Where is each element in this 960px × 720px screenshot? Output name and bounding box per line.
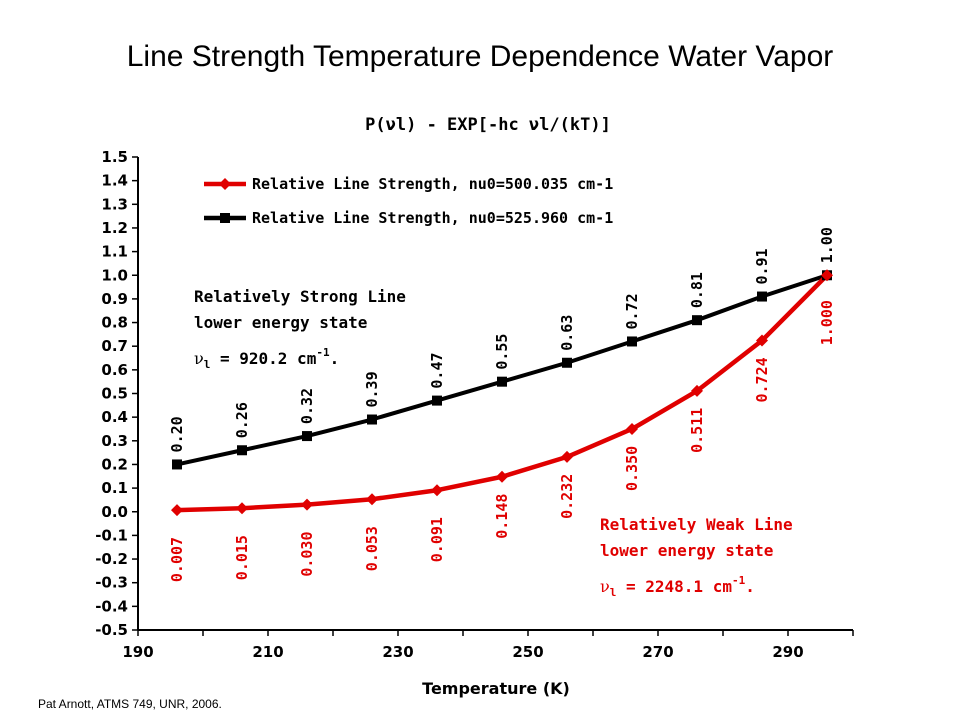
data-point bbox=[366, 493, 378, 506]
data-label: 0.63 bbox=[558, 315, 576, 351]
annotation-weak-line: Relatively Weak Line lower energy state νl… bbox=[600, 515, 793, 599]
y-tick-labels: 1.5 1.4 1.3 1.2 1.1 1.0 0.9 0.8 0.7 0.6 0.5 0.4 0.3 0… bbox=[95, 148, 128, 639]
y-tick-label: 0.4 bbox=[101, 408, 128, 426]
y-tick-label: -0.2 bbox=[95, 550, 128, 568]
y-tick-label: 0.6 bbox=[101, 361, 128, 379]
y-tick-label: -0.1 bbox=[95, 526, 128, 544]
legend-marker bbox=[220, 213, 230, 223]
data-point bbox=[431, 484, 443, 497]
data-point bbox=[626, 422, 638, 435]
data-point bbox=[496, 470, 508, 483]
y-tick-label: 0.8 bbox=[101, 314, 128, 332]
data-label: 0.32 bbox=[298, 388, 316, 424]
y-tick-label: 0.9 bbox=[101, 290, 128, 308]
data-point bbox=[562, 357, 572, 368]
data-label: 0.26 bbox=[233, 402, 251, 438]
legend-label: Relative Line Strength, nu0=500.035 cm-1 bbox=[252, 175, 613, 193]
footer-credit: Pat Arnott, ATMS 749, UNR, 2006. bbox=[38, 697, 222, 711]
data-point bbox=[561, 450, 573, 463]
x-tick-label: 190 bbox=[122, 643, 153, 661]
data-label: 0.053 bbox=[363, 526, 381, 571]
data-labels: 0.20 0.007 0.26 0.015 0.32 0.030 0.39 0.053 0.47… bbox=[168, 227, 836, 582]
data-point bbox=[171, 504, 183, 517]
x-tick-label: 250 bbox=[512, 643, 543, 661]
series-markers bbox=[171, 269, 833, 517]
data-label: 0.47 bbox=[428, 352, 446, 388]
data-label: 1.000 bbox=[818, 300, 836, 345]
annotation-line-1: Relatively Weak Line bbox=[600, 515, 793, 534]
x-tick-label: 210 bbox=[252, 643, 283, 661]
y-tick-label: 0.5 bbox=[101, 385, 128, 403]
legend-marker bbox=[219, 178, 231, 190]
data-point bbox=[692, 315, 702, 326]
x-tick-labels: 190 210 230 250 270 290 bbox=[122, 643, 803, 661]
chart-subtitle: P(νl) - EXP[-hc νl/(kT)] bbox=[365, 115, 611, 135]
data-label: 0.350 bbox=[623, 446, 641, 491]
y-tick-label: 0.1 bbox=[101, 479, 128, 497]
slide-title: Line Strength Temperature Dependence Wat… bbox=[126, 40, 834, 73]
data-label: 0.81 bbox=[688, 272, 706, 308]
x-tick-label: 270 bbox=[642, 643, 673, 661]
y-tick-label: -0.4 bbox=[95, 597, 128, 615]
annotation-line-2: lower energy state bbox=[600, 541, 773, 560]
data-label: 0.030 bbox=[298, 531, 316, 576]
y-tick-label: 1.1 bbox=[101, 243, 128, 261]
data-label: 0.724 bbox=[753, 357, 771, 402]
data-label: 1.00 bbox=[818, 227, 836, 263]
data-point bbox=[627, 336, 637, 347]
annotation-line-2: lower energy state bbox=[194, 313, 367, 332]
data-point bbox=[302, 431, 312, 442]
y-tick-label: 1.4 bbox=[101, 172, 128, 190]
x-axis-title: Temperature (K) bbox=[422, 679, 570, 698]
data-point bbox=[691, 384, 703, 397]
data-label: 0.20 bbox=[168, 416, 186, 452]
data-point bbox=[756, 334, 768, 347]
x-tick-label: 290 bbox=[772, 643, 803, 661]
y-tick-label: -0.5 bbox=[95, 621, 128, 639]
data-label: 0.72 bbox=[623, 293, 641, 329]
y-tick-label: 1.3 bbox=[101, 195, 128, 213]
data-point bbox=[236, 502, 248, 515]
annotation-strong-line: Relatively Strong Line lower energy state… bbox=[194, 287, 406, 371]
axes bbox=[132, 156, 854, 636]
annotation-nu: νl = 920.2 cm-1. bbox=[194, 346, 339, 371]
y-tick-label: 0.3 bbox=[101, 432, 128, 450]
data-label: 0.39 bbox=[363, 371, 381, 407]
y-tick-label: 1.5 bbox=[101, 148, 128, 166]
y-tick-label: 0.0 bbox=[101, 503, 128, 521]
y-tick-label: 0.2 bbox=[101, 455, 128, 473]
data-label: 0.232 bbox=[558, 474, 576, 519]
data-label: 0.007 bbox=[168, 537, 186, 582]
annotation-nu: νl = 2248.1 cm-1. bbox=[600, 574, 755, 599]
data-point bbox=[301, 498, 313, 511]
y-tick-label: 1.0 bbox=[101, 266, 128, 284]
legend-label: Relative Line Strength, nu0=525.960 cm-1 bbox=[252, 209, 613, 227]
x-tick-label: 230 bbox=[382, 643, 413, 661]
data-label: 0.511 bbox=[688, 408, 706, 453]
data-label: 0.091 bbox=[428, 517, 446, 562]
data-label: 0.015 bbox=[233, 535, 251, 580]
data-point bbox=[497, 376, 507, 387]
legend: Relative Line Strength, nu0=500.035 cm-1… bbox=[204, 175, 613, 227]
data-point bbox=[367, 414, 377, 425]
data-point bbox=[821, 269, 833, 282]
y-tick-label: 1.2 bbox=[101, 219, 128, 237]
data-point bbox=[757, 291, 767, 302]
data-point bbox=[172, 459, 182, 470]
data-point bbox=[432, 395, 442, 406]
data-label: 0.55 bbox=[493, 334, 511, 370]
data-point bbox=[237, 445, 247, 456]
data-label: 0.148 bbox=[493, 494, 511, 539]
y-tick-label: 0.7 bbox=[101, 337, 128, 355]
y-tick-label: -0.3 bbox=[95, 574, 128, 592]
data-label: 0.91 bbox=[753, 248, 771, 284]
annotation-line-1: Relatively Strong Line bbox=[194, 287, 406, 306]
